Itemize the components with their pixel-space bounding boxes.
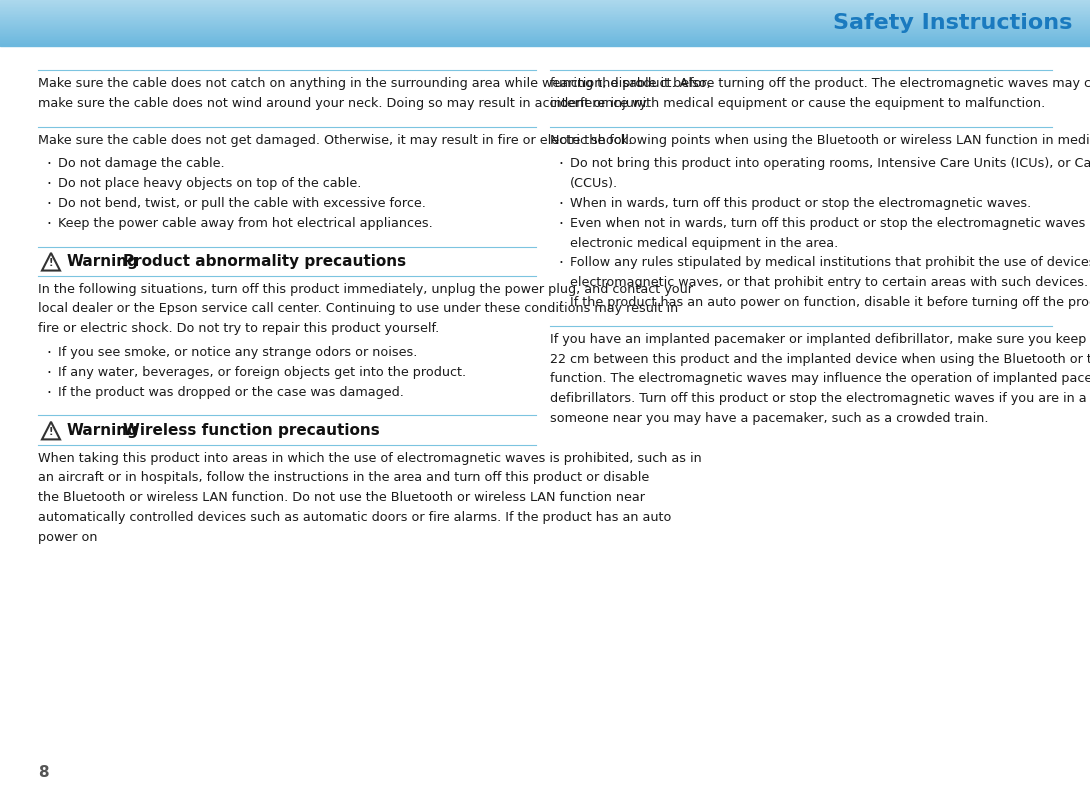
Text: the Bluetooth or wireless LAN function. Do not use the Bluetooth or wireless LAN: the Bluetooth or wireless LAN function. … xyxy=(38,491,645,505)
Text: fire or electric shock. Do not try to repair this product yourself.: fire or electric shock. Do not try to re… xyxy=(38,322,439,335)
Text: an aircraft or in hospitals, follow the instructions in the area and turn off th: an aircraft or in hospitals, follow the … xyxy=(38,471,650,485)
Text: In the following situations, turn off this product immediately, unplug the power: In the following situations, turn off th… xyxy=(38,283,693,295)
Text: ·: · xyxy=(558,217,562,232)
Text: If the product was dropped or the case was damaged.: If the product was dropped or the case w… xyxy=(58,386,404,398)
Text: make sure the cable does not wind around your neck. Doing so may result in accid: make sure the cable does not wind around… xyxy=(38,97,649,110)
Text: Make sure the cable does not get damaged. Otherwise, it may result in fire or el: Make sure the cable does not get damaged… xyxy=(38,134,632,147)
Text: (CCUs).: (CCUs). xyxy=(570,177,618,190)
Text: 8: 8 xyxy=(38,765,49,780)
Text: Make sure the cable does not catch on anything in the surrounding area while wea: Make sure the cable does not catch on an… xyxy=(38,77,711,90)
Text: Keep the power cable away from hot electrical appliances.: Keep the power cable away from hot elect… xyxy=(58,217,433,230)
Text: ·: · xyxy=(46,366,51,381)
Text: Warning: Warning xyxy=(66,423,138,438)
Text: Note the following points when using the Bluetooth or wireless LAN function in m: Note the following points when using the… xyxy=(550,134,1090,147)
Text: !: ! xyxy=(49,427,53,437)
Text: Follow any rules stipulated by medical institutions that prohibit the use of dev: Follow any rules stipulated by medical i… xyxy=(570,257,1090,269)
Text: Warning: Warning xyxy=(66,254,138,269)
Text: interference with medical equipment or cause the equipment to malfunction.: interference with medical equipment or c… xyxy=(550,97,1045,110)
Text: !: ! xyxy=(49,258,53,268)
Text: When taking this product into areas in which the use of electromagnetic waves is: When taking this product into areas in w… xyxy=(38,451,702,465)
Text: ·: · xyxy=(558,257,562,272)
Text: defibrillators. Turn off this product or stop the electromagnetic waves if you a: defibrillators. Turn off this product or… xyxy=(550,392,1090,406)
Text: ·: · xyxy=(46,197,51,212)
Text: If you have an implanted pacemaker or implanted defibrillator, make sure you kee: If you have an implanted pacemaker or im… xyxy=(550,333,1090,346)
Text: automatically controlled devices such as automatic doors or fire alarms. If the : automatically controlled devices such as… xyxy=(38,511,671,524)
Text: ·: · xyxy=(558,158,562,173)
Text: someone near you may have a pacemaker, such as a crowded train.: someone near you may have a pacemaker, s… xyxy=(550,412,989,425)
Text: Do not damage the cable.: Do not damage the cable. xyxy=(58,158,225,170)
Text: When in wards, turn off this product or stop the electromagnetic waves.: When in wards, turn off this product or … xyxy=(570,197,1031,210)
Text: Product abnormality precautions: Product abnormality precautions xyxy=(123,254,405,269)
Text: ·: · xyxy=(46,386,51,401)
Text: If any water, beverages, or foreign objects get into the product.: If any water, beverages, or foreign obje… xyxy=(58,366,467,379)
Text: ·: · xyxy=(46,346,51,361)
Text: Safety Instructions: Safety Instructions xyxy=(833,13,1071,33)
Text: Do not bring this product into operating rooms, Intensive Care Units (ICUs), or : Do not bring this product into operating… xyxy=(570,158,1090,170)
Text: If the product has an auto power on function, disable it before turning off the : If the product has an auto power on func… xyxy=(570,296,1090,309)
Text: Even when not in wards, turn off this product or stop the electromagnetic waves : Even when not in wards, turn off this pr… xyxy=(570,217,1090,230)
Text: 22 cm between this product and the implanted device when using the Bluetooth or : 22 cm between this product and the impla… xyxy=(550,352,1090,366)
Text: ·: · xyxy=(46,158,51,173)
Text: Do not bend, twist, or pull the cable with excessive force.: Do not bend, twist, or pull the cable wi… xyxy=(58,197,426,210)
Text: ·: · xyxy=(558,296,562,311)
Text: electronic medical equipment in the area.: electronic medical equipment in the area… xyxy=(570,237,838,249)
Text: local dealer or the Epson service call center. Continuing to use under these con: local dealer or the Epson service call c… xyxy=(38,303,678,315)
Text: power on: power on xyxy=(38,531,97,544)
Text: function, disable it before turning off the product. The electromagnetic waves m: function, disable it before turning off … xyxy=(550,77,1090,90)
Text: function. The electromagnetic waves may influence the operation of implanted pac: function. The electromagnetic waves may … xyxy=(550,372,1090,386)
Text: ·: · xyxy=(46,177,51,192)
Text: ·: · xyxy=(558,197,562,212)
Text: electromagnetic waves, or that prohibit entry to certain areas with such devices: electromagnetic waves, or that prohibit … xyxy=(570,276,1088,289)
Text: Wireless function precautions: Wireless function precautions xyxy=(123,423,379,438)
Text: If you see smoke, or notice any strange odors or noises.: If you see smoke, or notice any strange … xyxy=(58,346,417,359)
Text: ·: · xyxy=(46,217,51,232)
Text: Do not place heavy objects on top of the cable.: Do not place heavy objects on top of the… xyxy=(58,177,362,190)
